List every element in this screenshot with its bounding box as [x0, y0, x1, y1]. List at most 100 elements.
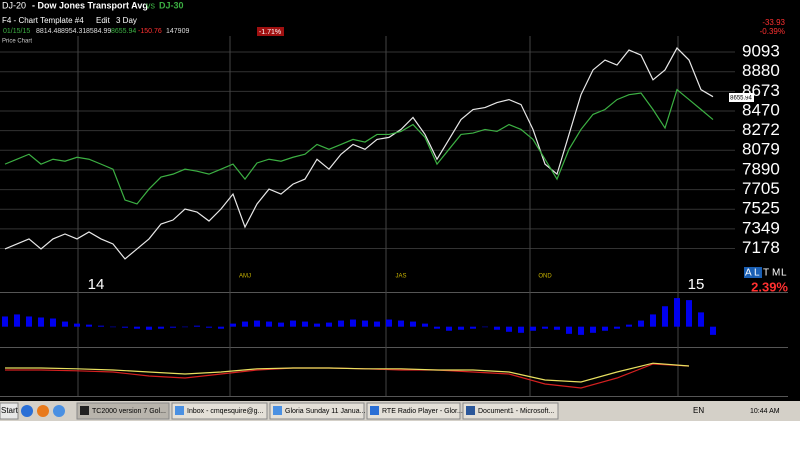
start-text[interactable]: Start: [1, 406, 19, 415]
y-tick-label: 7178: [742, 238, 780, 257]
histogram-bar: [470, 326, 476, 329]
histogram-bar: [278, 322, 284, 327]
taskbar-window-title[interactable]: Document1 - Microsoft...: [478, 408, 554, 415]
histogram-bar: [2, 316, 8, 327]
edit[interactable]: Edit: [96, 16, 111, 25]
histogram-bar: [194, 325, 200, 327]
histogram-bar: [350, 319, 356, 327]
histogram-bar: [590, 326, 596, 333]
price-tag-text: 8655.94: [730, 96, 752, 102]
period[interactable]: 3 Day: [116, 16, 137, 25]
histogram-bar: [662, 306, 668, 327]
axis-button[interactable]: M: [772, 268, 780, 279]
histogram-bar: [410, 321, 416, 327]
histogram-bar: [554, 326, 560, 330]
histogram-bar: [158, 326, 164, 329]
histogram-bar: [326, 322, 332, 327]
quote-date: 01/15/15: [3, 28, 30, 35]
vs: vs: [146, 0, 156, 10]
window-icon[interactable]: [273, 406, 282, 415]
histogram-bar: [122, 326, 128, 328]
axis-button-bg[interactable]: [744, 267, 753, 278]
histogram-bar: [686, 300, 692, 327]
histogram-bar: [98, 325, 104, 327]
symbol: DJ-20: [2, 0, 26, 10]
price-tag: [729, 93, 754, 102]
y-tick-label: 8470: [742, 100, 780, 119]
axis-button[interactable]: L: [754, 268, 760, 279]
window-icon[interactable]: [370, 406, 379, 415]
y-tick-label: 9093: [742, 42, 780, 61]
taskbar-window[interactable]: [462, 402, 559, 420]
template[interactable]: F4 - Chart Template #4: [2, 16, 84, 25]
quote-low: 8584.99: [86, 28, 111, 35]
pct-box-text: -1.71%: [259, 29, 281, 36]
histogram-bar: [566, 326, 572, 334]
axis-button[interactable]: T: [763, 268, 769, 279]
histogram-bar: [614, 326, 620, 329]
taskbar-window-title[interactable]: TC2000 version 7 Gol...: [92, 408, 166, 415]
histogram-bar: [626, 324, 632, 327]
histogram-bar: [302, 321, 308, 327]
histogram-bar: [206, 326, 212, 328]
histogram-bar: [698, 312, 704, 327]
histogram-bar: [362, 320, 368, 327]
window-icon[interactable]: [80, 406, 89, 415]
compare-symbol[interactable]: DJ-30: [159, 0, 184, 10]
histogram-bar: [146, 326, 152, 330]
histogram-bar: [242, 321, 248, 327]
histogram-bar: [338, 320, 344, 327]
histogram-bar: [578, 326, 584, 335]
panel-divider: [0, 292, 788, 293]
histogram-bar: [314, 323, 320, 327]
y-tick-label: 8079: [742, 140, 780, 159]
x-tick-label: OND: [538, 274, 552, 280]
y-tick-label: 8272: [742, 120, 780, 139]
taskbar-window-title[interactable]: RTE Radio Player - Glor...: [382, 408, 463, 415]
y-tick-label: 7890: [742, 159, 780, 178]
right-pct: -0.39%: [760, 27, 785, 36]
quote-high: 8954.31: [61, 28, 86, 35]
window-icon[interactable]: [466, 406, 475, 415]
y-tick-label: 7525: [742, 199, 780, 218]
taskbar-window[interactable]: [171, 402, 268, 420]
x-tick-label: 15: [688, 276, 705, 293]
x-tick-label: 14: [88, 276, 105, 293]
y-tick-label: 8673: [742, 81, 780, 100]
histogram-bar: [50, 318, 56, 327]
histogram-bar: [506, 326, 512, 332]
histogram-bar: [542, 326, 548, 329]
histogram-bar: [38, 317, 44, 327]
window-icon[interactable]: [175, 406, 184, 415]
histogram-bar: [446, 326, 452, 331]
panel-title: Price Chart: [2, 39, 32, 45]
histogram-bar: [398, 320, 404, 327]
app-background: [0, 0, 800, 401]
firefox-icon[interactable]: [37, 405, 49, 417]
histogram-bar: [674, 298, 680, 327]
taskbar-window-title[interactable]: Inbox - cmqesquire@g...: [187, 408, 263, 415]
histogram-bar: [422, 323, 428, 327]
start-button[interactable]: [0, 402, 19, 420]
chrome-icon[interactable]: [53, 405, 65, 417]
quote-open: 8814.48: [36, 28, 61, 35]
histogram-bar: [218, 326, 224, 329]
histogram-bar: [482, 326, 488, 328]
axis-button[interactable]: L: [781, 268, 787, 279]
axis-button[interactable]: A: [745, 268, 752, 279]
histogram-bar: [182, 326, 188, 328]
symbol-desc: - Dow Jones Transport Avg: [32, 0, 148, 10]
x-tick-label: JAS: [395, 274, 406, 280]
taskbar-window[interactable]: [269, 402, 365, 420]
axis-button-bg[interactable]: [753, 267, 762, 278]
taskbar-window[interactable]: [76, 402, 170, 420]
panel-divider: [0, 396, 788, 397]
taskbar-window-title[interactable]: Gloria Sunday 11 Janua...: [285, 408, 365, 415]
ie-icon[interactable]: [21, 405, 33, 417]
taskbar-window[interactable]: [366, 402, 461, 420]
histogram-bar: [386, 319, 392, 327]
histogram-bar: [62, 321, 68, 327]
quote-volume: 147909: [166, 28, 189, 35]
x-tick-label: AMJ: [239, 274, 251, 280]
